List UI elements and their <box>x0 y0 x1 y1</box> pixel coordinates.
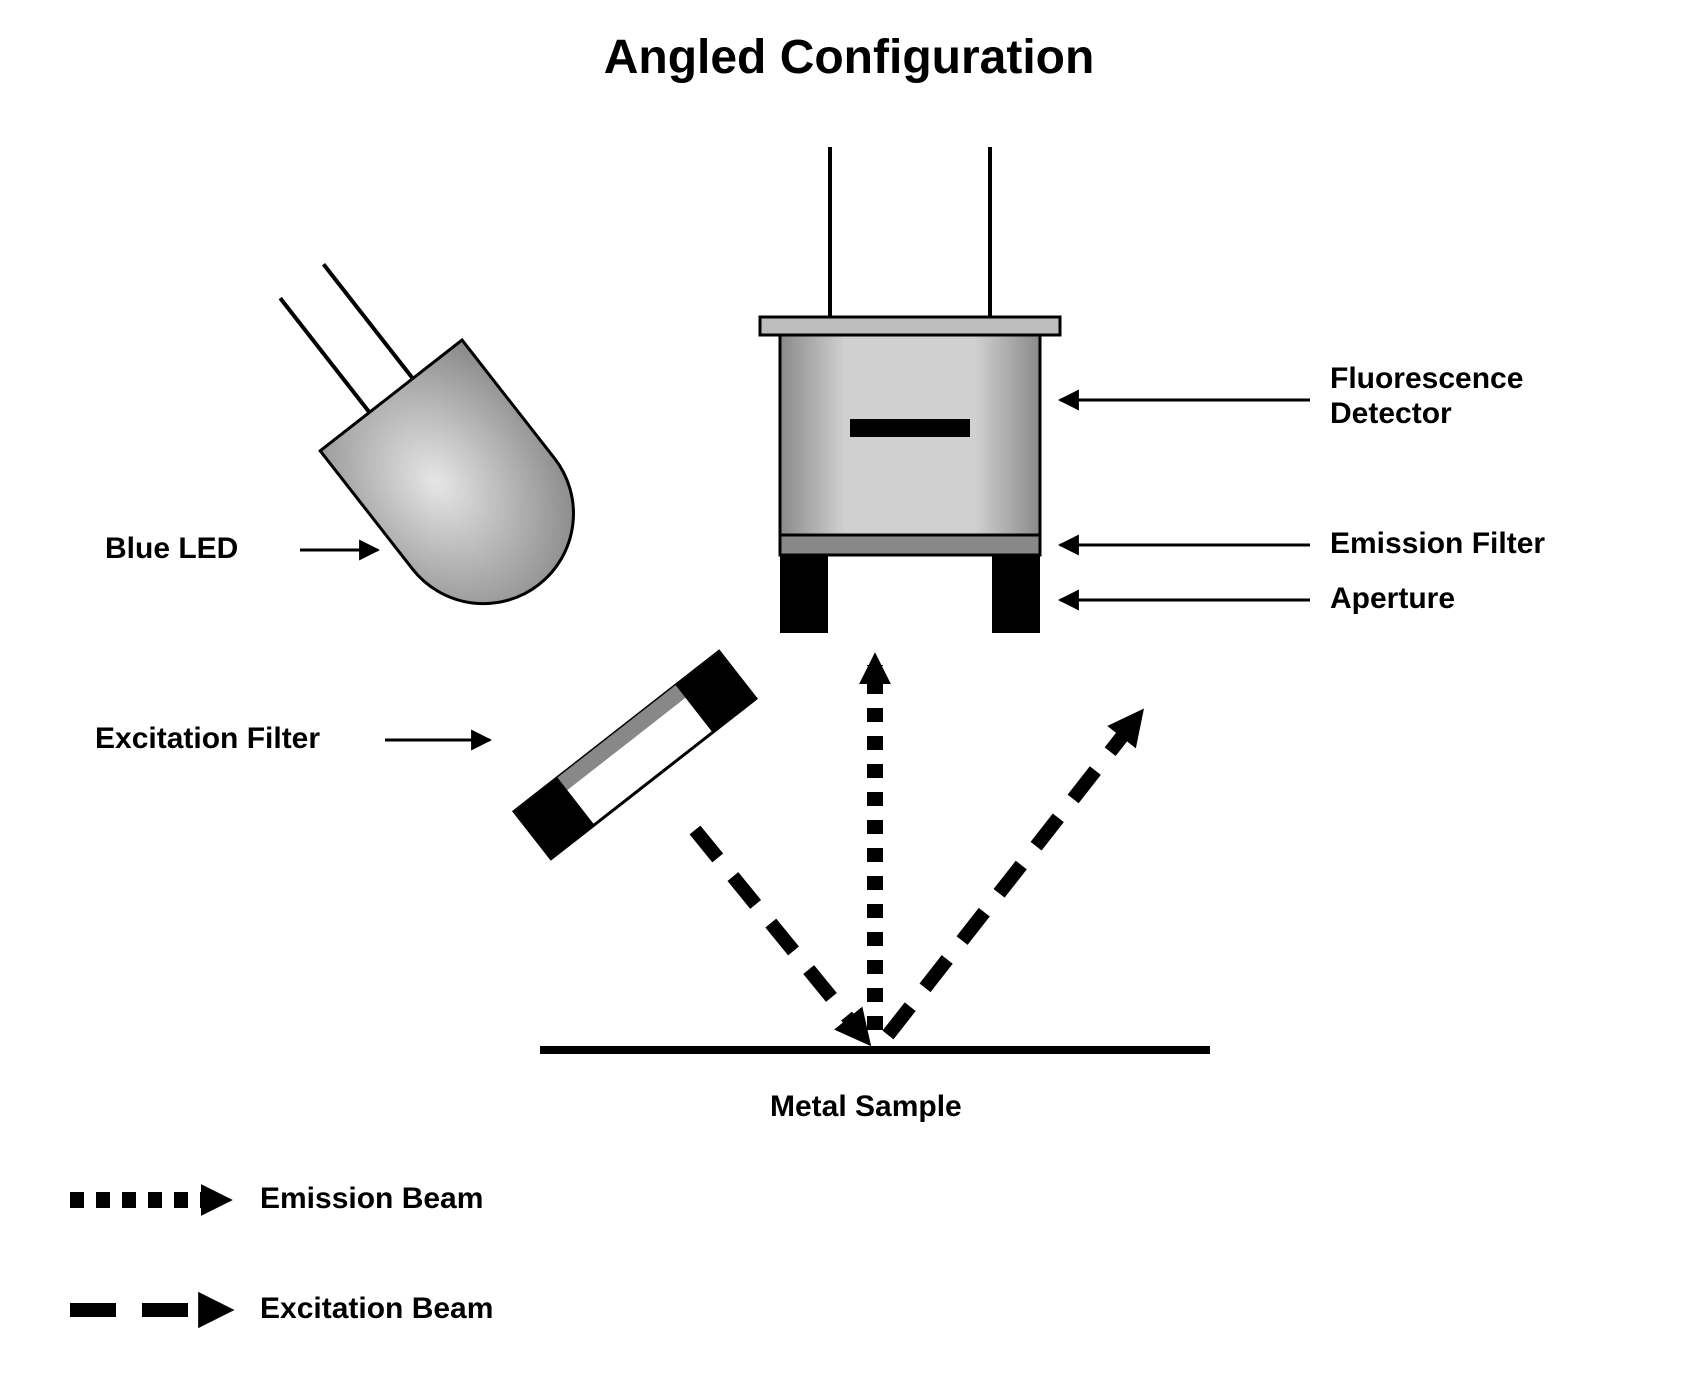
blue-led <box>231 226 610 640</box>
excitation-beam-in <box>695 830 862 1035</box>
excitation-filter <box>514 651 756 858</box>
aperture <box>780 555 1040 633</box>
label-blue-led: Blue LED <box>105 532 238 566</box>
diagram-svg <box>0 0 1698 1399</box>
diagram-canvas: Angled Configuration <box>0 0 1698 1399</box>
label-fluorescence-detector: Fluorescence Detector <box>1330 362 1523 431</box>
emission-filter <box>780 535 1040 555</box>
legend-emission-label: Emission Beam <box>260 1182 483 1216</box>
label-metal-sample: Metal Sample <box>770 1090 962 1124</box>
fluorescence-detector <box>760 147 1060 633</box>
label-excitation-filter: Excitation Filter <box>95 722 320 756</box>
label-aperture: Aperture <box>1330 582 1455 616</box>
label-emission-filter: Emission Filter <box>1330 527 1545 561</box>
excitation-beam-out <box>888 720 1135 1035</box>
legend-excitation-label: Excitation Beam <box>260 1292 493 1326</box>
